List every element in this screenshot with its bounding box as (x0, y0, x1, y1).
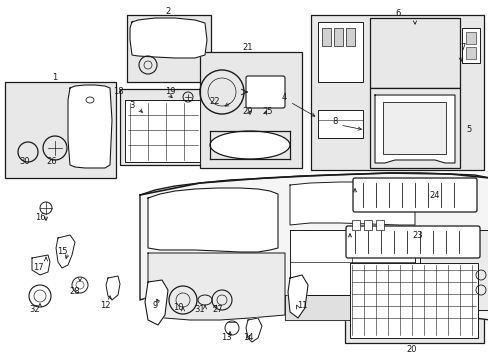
Text: 6: 6 (394, 9, 400, 18)
Text: 28: 28 (70, 288, 80, 297)
Bar (333, 28, 342, 46)
Bar (310, 15, 483, 170)
FancyBboxPatch shape (352, 178, 476, 212)
Text: 24: 24 (429, 190, 439, 199)
Text: 22: 22 (209, 98, 220, 107)
Polygon shape (245, 318, 262, 342)
Text: 19: 19 (164, 86, 175, 95)
Bar (465, 32, 475, 44)
Bar (382, 102, 445, 154)
Text: 27: 27 (212, 306, 223, 315)
Text: 8: 8 (332, 117, 337, 126)
Polygon shape (125, 100, 200, 162)
Bar (461, 28, 479, 63)
Polygon shape (374, 95, 454, 163)
Polygon shape (285, 295, 419, 320)
Text: 1: 1 (52, 73, 58, 82)
Text: 32: 32 (30, 306, 40, 315)
Text: 31: 31 (194, 306, 205, 315)
FancyBboxPatch shape (245, 76, 285, 108)
Text: 20: 20 (406, 345, 416, 354)
Bar (375, 220, 383, 230)
FancyBboxPatch shape (346, 226, 479, 258)
Polygon shape (68, 85, 112, 168)
Text: 2: 2 (165, 6, 170, 15)
Text: 23: 23 (412, 230, 423, 239)
Text: 21: 21 (242, 44, 253, 53)
Text: 16: 16 (35, 212, 45, 221)
Polygon shape (56, 235, 75, 268)
Bar (346, 28, 354, 46)
Text: 26: 26 (46, 158, 57, 166)
Bar (351, 220, 359, 230)
Polygon shape (106, 276, 120, 300)
Text: 11: 11 (296, 301, 306, 310)
Text: 4: 4 (281, 94, 286, 103)
Polygon shape (130, 18, 206, 58)
Bar (369, 88, 459, 168)
Polygon shape (148, 253, 285, 320)
Text: 13: 13 (220, 333, 231, 342)
Polygon shape (419, 230, 487, 310)
Text: 9: 9 (152, 301, 157, 310)
Text: 29: 29 (242, 108, 253, 117)
Text: 7: 7 (459, 44, 465, 53)
Polygon shape (289, 182, 414, 225)
Text: 5: 5 (466, 126, 470, 135)
Text: 17: 17 (33, 264, 43, 273)
Polygon shape (145, 280, 168, 325)
Bar (369, 18, 459, 88)
Text: 18: 18 (112, 86, 123, 95)
Ellipse shape (209, 131, 289, 159)
Bar (127, 15, 210, 82)
Bar (345, 258, 483, 343)
Bar (349, 263, 477, 338)
Polygon shape (287, 275, 307, 318)
Polygon shape (148, 188, 278, 252)
Text: 12: 12 (100, 301, 110, 310)
Text: 15: 15 (57, 248, 67, 256)
Text: 30: 30 (20, 158, 30, 166)
Polygon shape (140, 173, 488, 320)
Bar (363, 220, 371, 230)
Polygon shape (289, 230, 414, 295)
Text: 14: 14 (242, 333, 253, 342)
Bar (317, 110, 362, 138)
Bar (317, 22, 362, 82)
Text: 10: 10 (172, 302, 183, 311)
Bar (120, 89, 204, 165)
Text: 25: 25 (262, 108, 273, 117)
Bar (200, 52, 302, 168)
Bar (5, 82, 116, 178)
Text: 3: 3 (129, 100, 134, 109)
Bar (321, 28, 330, 46)
Bar (465, 47, 475, 59)
Polygon shape (32, 255, 50, 275)
